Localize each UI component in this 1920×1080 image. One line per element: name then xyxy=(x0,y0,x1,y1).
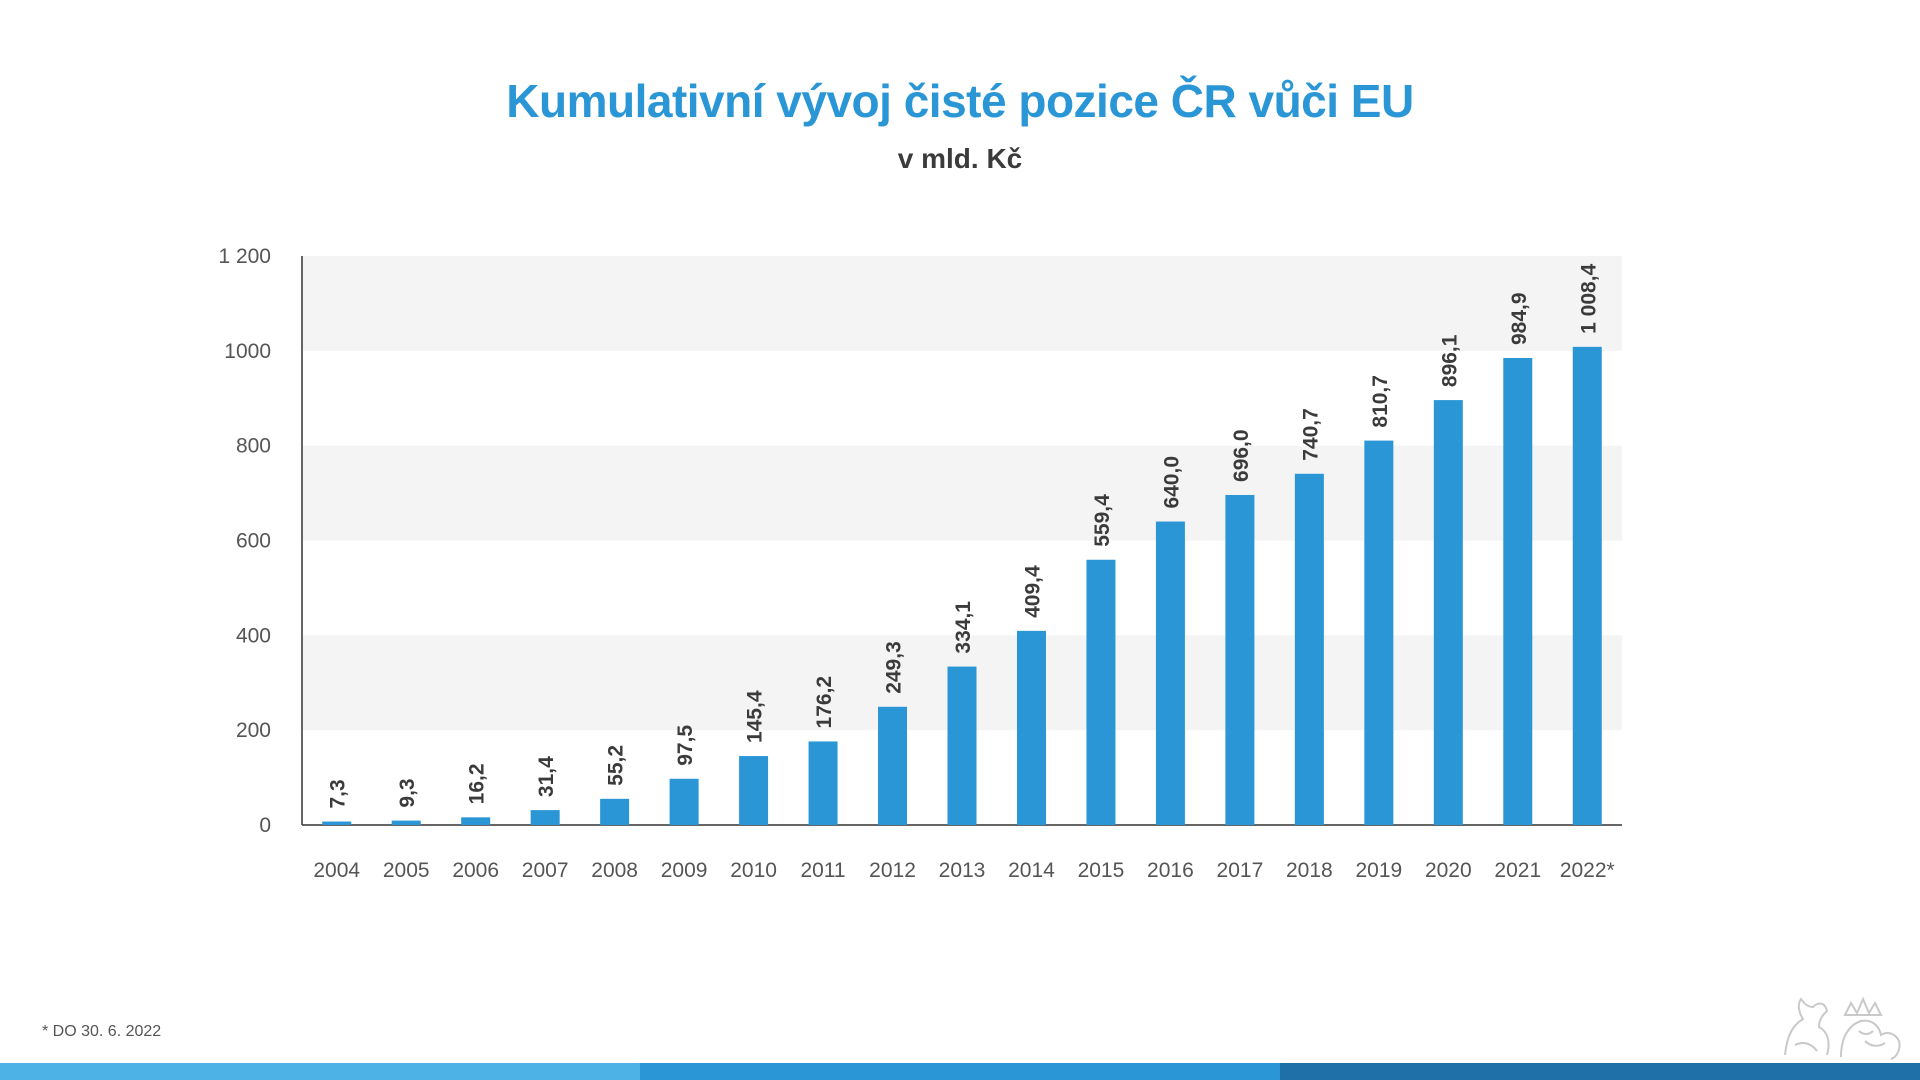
czech-lion-coat-of-arms-icon xyxy=(1784,996,1901,1060)
band-segment-light xyxy=(0,1063,640,1080)
x-tick-label: 2022* xyxy=(1560,859,1615,882)
y-tick-label: 400 xyxy=(236,624,271,647)
bar xyxy=(1225,494,1255,825)
bar xyxy=(600,798,630,825)
bar-chart: 0 200 400 600 800 1000 1 200 7,3 2004 9,3 2005 16,2… xyxy=(218,245,1622,882)
bar xyxy=(461,817,491,825)
x-tick-label: 2009 xyxy=(661,859,708,882)
footnote: * DO 30. 6. 2022 xyxy=(42,1023,162,1040)
band-segment-dark xyxy=(1280,1063,1920,1080)
x-tick-label: 2019 xyxy=(1355,859,1402,882)
bar-value-label: 55,2 xyxy=(605,745,628,786)
bar-value-label: 16,2 xyxy=(466,763,489,804)
x-tick-label: 2014 xyxy=(1008,859,1055,882)
x-tick-label: 2010 xyxy=(730,859,777,882)
bar-value-label: 31,4 xyxy=(535,756,558,797)
bar-value-label: 696,0 xyxy=(1230,429,1253,482)
x-tick-label: 2013 xyxy=(939,859,986,882)
bar xyxy=(878,706,908,825)
bar-value-label: 640,0 xyxy=(1160,456,1183,509)
bar xyxy=(530,810,560,825)
bar-value-label: 9,3 xyxy=(396,778,419,807)
x-tick-label: 2020 xyxy=(1425,859,1472,882)
bar-value-label: 249,3 xyxy=(883,641,906,694)
bar xyxy=(1086,559,1116,825)
y-tick-label: 800 xyxy=(236,435,271,458)
x-tick-label: 2017 xyxy=(1217,859,1264,882)
x-tick-label: 2007 xyxy=(522,859,569,882)
x-tick-label: 2004 xyxy=(313,859,360,882)
grid-band xyxy=(302,445,1622,541)
y-tick-label: 200 xyxy=(236,719,271,742)
grid-band xyxy=(302,256,1622,351)
y-tick-label: 600 xyxy=(236,530,271,553)
bar-value-label: 984,9 xyxy=(1508,292,1531,345)
bar-value-label: 1 008,4 xyxy=(1577,263,1600,333)
band-segment-mid xyxy=(640,1063,1280,1080)
x-tick-label: 2016 xyxy=(1147,859,1194,882)
bar xyxy=(1572,346,1602,825)
bar xyxy=(1155,521,1185,825)
x-tick-label: 2006 xyxy=(452,859,499,882)
bar-value-label: 896,1 xyxy=(1438,334,1461,387)
x-tick-label: 2008 xyxy=(591,859,638,882)
y-tick-label: 1000 xyxy=(224,340,271,363)
y-tick-label: 0 xyxy=(259,814,271,837)
bar xyxy=(947,666,977,825)
bottom-color-band xyxy=(0,1063,1920,1080)
x-tick-label: 2005 xyxy=(383,859,430,882)
bar-value-label: 810,7 xyxy=(1369,375,1392,428)
bar xyxy=(739,756,769,825)
bar-value-label: 559,4 xyxy=(1091,494,1114,547)
bar-value-label: 409,4 xyxy=(1021,565,1044,618)
bar-value-label: 176,2 xyxy=(813,676,836,729)
bar xyxy=(322,821,352,825)
bar xyxy=(1503,357,1533,825)
bar-value-label: 740,7 xyxy=(1299,408,1322,461)
bar-value-label: 7,3 xyxy=(327,779,350,808)
x-tick-label: 2015 xyxy=(1078,859,1125,882)
x-tick-label: 2021 xyxy=(1494,859,1541,882)
bar-value-label: 334,1 xyxy=(952,601,975,654)
bar xyxy=(1294,473,1324,825)
bar xyxy=(1016,630,1046,825)
x-tick-label: 2011 xyxy=(800,859,845,882)
chart-subtitle: v mld. Kč xyxy=(897,143,1023,174)
chart-title: Kumulativní vývoj čisté pozice ČR vůči E… xyxy=(506,75,1414,127)
bar xyxy=(1433,400,1463,825)
bar xyxy=(391,820,421,825)
x-tick-label: 2018 xyxy=(1286,859,1333,882)
bar xyxy=(1364,440,1394,825)
bar xyxy=(669,778,699,825)
y-tick-label: 1 200 xyxy=(218,245,271,268)
bar xyxy=(808,741,838,825)
x-tick-label: 2012 xyxy=(869,859,916,882)
bar-value-label: 145,4 xyxy=(744,690,767,743)
bar-value-label: 97,5 xyxy=(674,725,697,766)
